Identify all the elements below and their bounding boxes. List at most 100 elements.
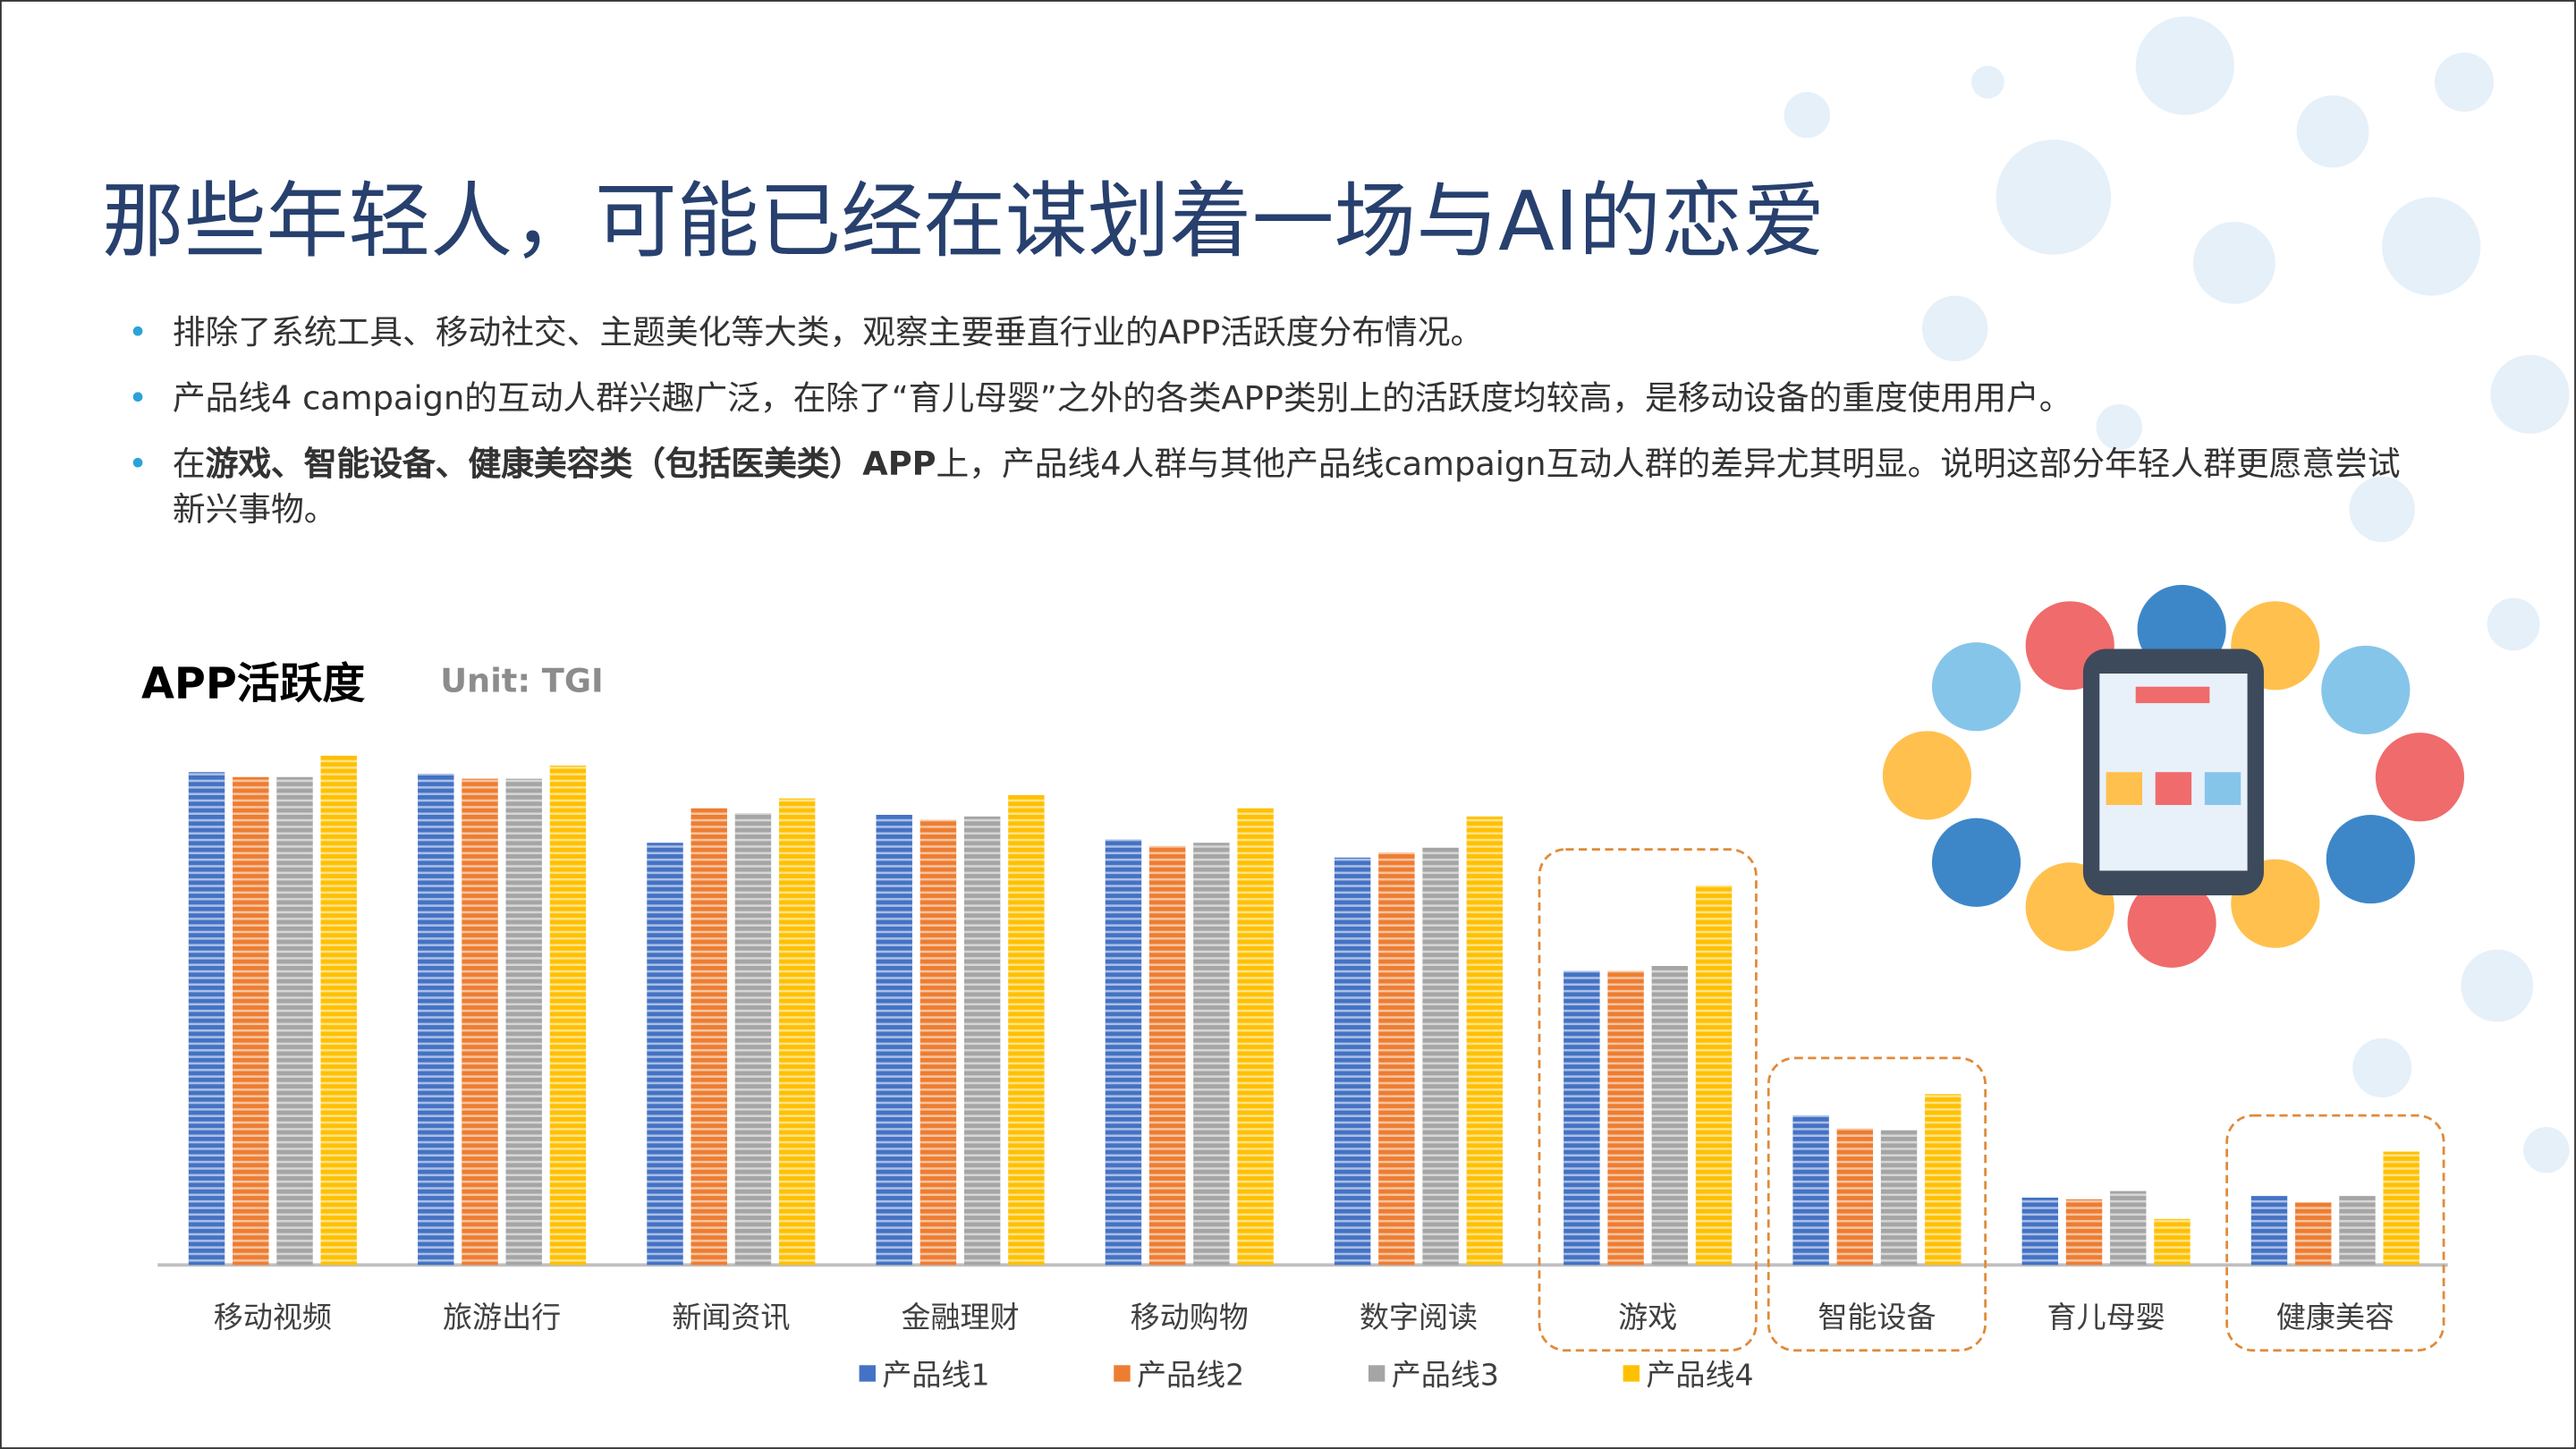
bar-stripe bbox=[1466, 816, 1504, 1266]
bar bbox=[778, 798, 816, 1266]
bar-stripe bbox=[2154, 1218, 2190, 1266]
legend-label: 产品线4 bbox=[1646, 1357, 1753, 1392]
page-title: 那些年轻人，可能已经在谋划着一场与AI的恋爱 bbox=[101, 174, 1826, 270]
bar-stripe bbox=[2295, 1202, 2332, 1266]
bullet: 排除了系统工具、移动社交、主题美化等大类，观察主要垂直行业的APP活跃度分布情况… bbox=[128, 309, 2428, 354]
bar-stripe bbox=[1378, 852, 1415, 1266]
bar-stripe bbox=[1008, 794, 1045, 1266]
legend-label: 产品线3 bbox=[1392, 1357, 1499, 1392]
bar-stripe bbox=[1237, 808, 1274, 1266]
bar-stripe bbox=[1563, 970, 1600, 1266]
bar-stripe bbox=[1105, 839, 1142, 1266]
x-tick-label: 金融理财 bbox=[901, 1300, 1019, 1335]
bar bbox=[1695, 885, 1733, 1266]
app-icons bbox=[1882, 584, 2465, 968]
bar-stripe bbox=[2339, 1196, 2376, 1266]
bar-stripe bbox=[320, 755, 357, 1266]
bullet-text: 游戏、智能设备、健康美容类（包括医美类）APP bbox=[205, 443, 936, 483]
legend-swatch bbox=[859, 1365, 876, 1382]
bar bbox=[549, 765, 587, 1266]
bar bbox=[1008, 794, 1045, 1266]
legend-label: 产品线2 bbox=[1137, 1357, 1244, 1392]
bar bbox=[2021, 1197, 2059, 1266]
bar-stripe bbox=[1607, 970, 1644, 1266]
bar bbox=[1422, 847, 1459, 1266]
legend-label: 产品线1 bbox=[882, 1357, 989, 1392]
bar-stripe bbox=[647, 843, 683, 1266]
bar-stripe bbox=[1651, 965, 1689, 1266]
bar bbox=[1466, 816, 1504, 1266]
bar-stripe bbox=[876, 815, 912, 1266]
bar bbox=[2065, 1199, 2103, 1266]
bar-stripe bbox=[2065, 1199, 2103, 1266]
x-tick-label: 智能设备 bbox=[1818, 1300, 1936, 1335]
bar-stripe bbox=[919, 819, 957, 1266]
highlight-box bbox=[1767, 1056, 1987, 1352]
bar bbox=[1237, 808, 1274, 1266]
bar bbox=[1193, 843, 1230, 1266]
bar bbox=[462, 778, 498, 1266]
bullet: 产品线4 campaign的互动人群兴趣广泛，在除了“育儿母婴”之外的各类APP… bbox=[128, 375, 2428, 420]
bar bbox=[2110, 1191, 2147, 1266]
bar-stripe bbox=[1422, 847, 1459, 1266]
bar-stripe bbox=[2110, 1191, 2147, 1266]
bar bbox=[2250, 1196, 2288, 1266]
x-tick-label: 移动视频 bbox=[214, 1300, 332, 1335]
bullet: 在游戏、智能设备、健康美容类（包括医美类）APP上，产品线4人群与其他产品线ca… bbox=[128, 440, 2428, 532]
bar-stripe bbox=[778, 798, 816, 1266]
highlight-box bbox=[1538, 848, 1758, 1352]
bar-stripe bbox=[1880, 1130, 1918, 1266]
legend-swatch bbox=[1114, 1365, 1131, 1382]
x-tick-label: 育儿母婴 bbox=[2047, 1300, 2165, 1335]
bar-stripe bbox=[1695, 885, 1733, 1266]
bar bbox=[734, 813, 772, 1266]
x-tick-label: 数字阅读 bbox=[1360, 1300, 1478, 1335]
bar-stripe bbox=[691, 808, 727, 1266]
bar bbox=[2154, 1218, 2190, 1266]
bar-stripe bbox=[963, 816, 1001, 1266]
bar bbox=[1836, 1128, 1874, 1266]
bar bbox=[1792, 1115, 1829, 1266]
bar bbox=[233, 776, 269, 1266]
bar bbox=[1334, 857, 1371, 1266]
bar bbox=[1378, 852, 1415, 1266]
bar-stripe bbox=[1836, 1128, 1874, 1266]
bar bbox=[2295, 1202, 2332, 1266]
bar-stripe bbox=[233, 776, 269, 1266]
bar bbox=[1607, 970, 1644, 1266]
bar bbox=[876, 815, 912, 1266]
bar-stripe bbox=[1792, 1115, 1829, 1266]
x-tick-label: 游戏 bbox=[1618, 1300, 1677, 1335]
x-tick-label: 新闻资讯 bbox=[672, 1300, 790, 1335]
bar-stripe bbox=[1148, 845, 1186, 1266]
bar-stripe bbox=[2383, 1151, 2419, 1266]
bar-stripe bbox=[462, 778, 498, 1266]
bar bbox=[919, 819, 957, 1266]
bar-stripe bbox=[1334, 857, 1371, 1266]
bar bbox=[505, 778, 542, 1266]
bar bbox=[2339, 1196, 2376, 1266]
bullet-text: 在 bbox=[172, 443, 206, 483]
bar-stripe bbox=[276, 776, 313, 1266]
bar-stripe bbox=[1925, 1094, 1962, 1266]
legend-swatch bbox=[1623, 1365, 1640, 1382]
x-tick-label: 移动购物 bbox=[1131, 1300, 1249, 1335]
bar bbox=[1563, 970, 1600, 1266]
bar bbox=[691, 808, 727, 1266]
bar bbox=[1925, 1094, 1962, 1266]
bar bbox=[647, 843, 683, 1266]
bar-stripe bbox=[2021, 1197, 2059, 1266]
x-tick-label: 旅游出行 bbox=[443, 1300, 561, 1335]
bar-stripe bbox=[505, 778, 542, 1266]
bullet-list: 排除了系统工具、移动社交、主题美化等大类，观察主要垂直行业的APP活跃度分布情况… bbox=[128, 309, 2428, 552]
highlight-box bbox=[2225, 1114, 2445, 1352]
bar-stripe bbox=[2250, 1196, 2288, 1266]
bar bbox=[963, 816, 1001, 1266]
bar bbox=[1651, 965, 1689, 1266]
bar-stripe bbox=[549, 765, 587, 1266]
bar-stripe bbox=[734, 813, 772, 1266]
bar bbox=[1105, 839, 1142, 1266]
